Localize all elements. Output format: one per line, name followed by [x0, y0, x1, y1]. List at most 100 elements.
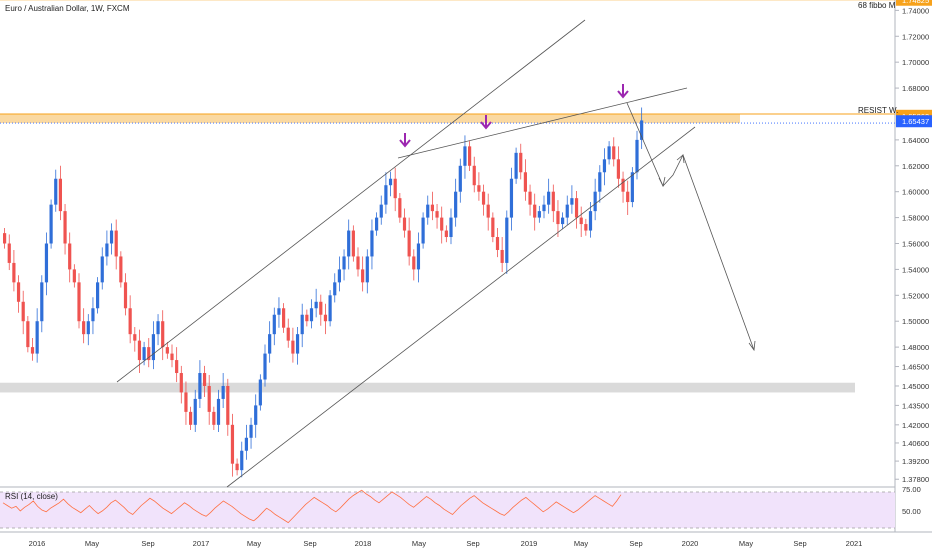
candle[interactable] [323, 314, 328, 322]
candle[interactable] [142, 347, 146, 361]
candle[interactable] [519, 152, 523, 173]
candle[interactable] [570, 198, 574, 205]
candle[interactable] [91, 308, 95, 322]
candle[interactable] [347, 230, 351, 257]
candle[interactable] [416, 243, 421, 270]
candle[interactable] [137, 340, 142, 361]
candle[interactable] [58, 178, 62, 212]
candle[interactable] [621, 178, 625, 192]
candle[interactable] [421, 217, 425, 244]
candle[interactable] [277, 308, 281, 315]
candle[interactable] [240, 450, 244, 471]
candle[interactable] [7, 243, 11, 263]
candle[interactable] [388, 178, 393, 186]
candle[interactable] [282, 308, 286, 328]
candle[interactable] [365, 256, 369, 283]
candle[interactable] [602, 159, 607, 173]
candle[interactable] [370, 230, 374, 257]
rsi-line[interactable] [2, 489, 622, 524]
candle[interactable] [156, 321, 160, 335]
candle[interactable] [440, 217, 444, 231]
candle[interactable] [584, 224, 588, 231]
candle[interactable] [179, 373, 183, 393]
candle[interactable] [314, 301, 318, 309]
candle[interactable] [342, 256, 346, 270]
candle[interactable] [593, 191, 597, 212]
candle[interactable] [230, 424, 235, 464]
candle[interactable] [175, 360, 179, 374]
candle[interactable] [161, 321, 165, 348]
candle[interactable] [528, 191, 532, 205]
candle[interactable] [588, 211, 593, 231]
resistance-trendline[interactable] [397, 87, 688, 159]
candle[interactable] [3, 233, 7, 244]
candle[interactable] [216, 398, 221, 425]
candle[interactable] [407, 230, 411, 257]
candle[interactable] [491, 217, 495, 238]
candle[interactable] [509, 178, 514, 218]
candle[interactable] [402, 217, 407, 231]
candle[interactable] [272, 314, 276, 335]
candle[interactable] [44, 243, 49, 283]
candle[interactable] [221, 385, 225, 399]
candle[interactable] [412, 256, 416, 270]
candle[interactable] [40, 282, 44, 322]
candle[interactable] [300, 314, 304, 335]
candle[interactable] [384, 185, 388, 205]
candle[interactable] [49, 204, 53, 244]
candle[interactable] [26, 321, 30, 348]
candle[interactable] [133, 334, 137, 341]
candle[interactable] [547, 191, 551, 205]
candle[interactable] [607, 146, 611, 160]
candle[interactable] [640, 120, 644, 140]
channel-lower-line[interactable] [226, 126, 696, 488]
candle[interactable] [630, 172, 634, 203]
candle[interactable] [337, 269, 341, 283]
candle[interactable] [375, 217, 379, 231]
candle[interactable] [319, 301, 323, 315]
candle[interactable] [505, 217, 509, 263]
candle[interactable] [551, 191, 555, 212]
candle[interactable] [472, 165, 476, 186]
candle[interactable] [189, 411, 193, 425]
support-zone[interactable] [0, 382, 855, 393]
candle[interactable] [556, 211, 560, 225]
candle[interactable] [198, 373, 202, 399]
candle[interactable] [16, 282, 21, 302]
candle[interactable] [128, 308, 132, 335]
candle[interactable] [54, 178, 58, 205]
candle[interactable] [495, 237, 500, 250]
candle[interactable] [333, 282, 337, 296]
candle[interactable] [435, 211, 439, 218]
candle[interactable] [444, 230, 448, 238]
candle[interactable] [393, 178, 397, 199]
candle[interactable] [351, 230, 355, 257]
candle[interactable] [286, 327, 290, 341]
candle[interactable] [151, 334, 155, 361]
candle[interactable] [258, 379, 262, 406]
candle[interactable] [170, 353, 174, 361]
candle[interactable] [305, 314, 309, 322]
candle[interactable] [263, 353, 267, 380]
candle[interactable] [500, 249, 504, 263]
candle[interactable] [328, 295, 332, 322]
candle[interactable] [295, 334, 300, 354]
candle[interactable] [542, 204, 546, 212]
candle[interactable] [77, 282, 81, 322]
candle[interactable] [202, 373, 207, 386]
candle[interactable] [626, 191, 630, 203]
candle[interactable] [212, 411, 216, 425]
resistance-zone[interactable] [0, 113, 740, 124]
candle[interactable] [268, 334, 272, 354]
candle[interactable] [635, 139, 639, 173]
candle[interactable] [184, 392, 188, 412]
candle[interactable] [426, 204, 430, 218]
candle[interactable] [119, 256, 123, 283]
candle[interactable] [291, 340, 295, 354]
projection-path[interactable] [626, 102, 755, 351]
candle[interactable] [561, 217, 565, 225]
candle[interactable] [612, 146, 616, 160]
candle[interactable] [35, 321, 39, 354]
candle[interactable] [105, 243, 109, 257]
